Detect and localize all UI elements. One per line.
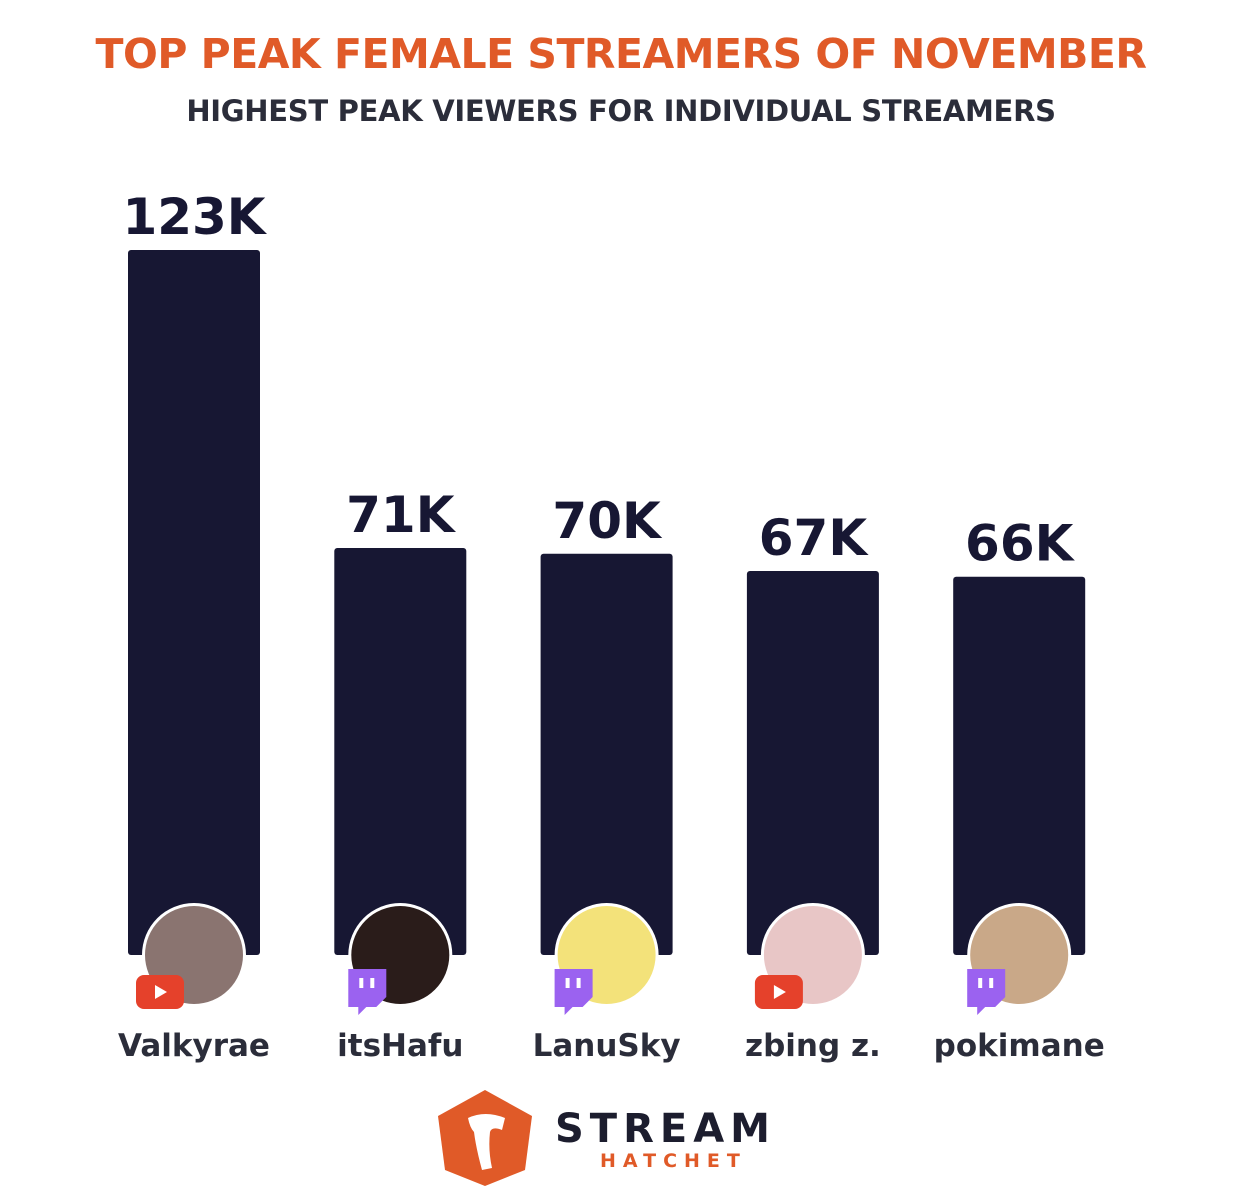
logo-word: STREAM: [555, 1106, 776, 1152]
twitch-icon: [554, 969, 593, 1015]
twitch-icon-bar: [370, 978, 375, 988]
chart-title: TOP PEAK FEMALE STREAMERS OF NOVEMBER: [95, 30, 1147, 78]
data-label: 70K: [552, 492, 663, 550]
category-label: LanuSky: [533, 1028, 681, 1064]
logo-sub: HATCHET: [600, 1150, 747, 1172]
bar-pokimane: [953, 576, 1086, 955]
data-label: 71K: [346, 486, 457, 544]
twitch-icon-bar: [359, 978, 364, 988]
category-label: Valkyrae: [118, 1028, 270, 1064]
bar-valkyrae: [128, 250, 260, 955]
data-label: 123K: [122, 188, 267, 246]
category-label: zbing z.: [745, 1028, 881, 1064]
data-label: 66K: [965, 515, 1076, 573]
twitch-icon-bar: [989, 978, 994, 988]
bar-lanusky: [540, 553, 673, 955]
bar-itshafu: [334, 548, 467, 955]
play-icon: [155, 985, 167, 999]
stream-hatchet-logo: STREAM HATCHET: [430, 1088, 830, 1188]
category-label: itsHafu: [337, 1028, 463, 1064]
twitch-icon-bar: [978, 978, 983, 988]
twitch-icon: [348, 969, 387, 1015]
twitch-icon-bar: [565, 978, 570, 988]
twitch-icon: [967, 969, 1006, 1015]
hatchet-logo-icon: [438, 1090, 532, 1186]
data-label: 67K: [759, 509, 870, 567]
category-label: pokimane: [934, 1028, 1105, 1064]
bar-zbingz: [746, 570, 879, 955]
twitch-icon-bar: [576, 978, 581, 988]
chart-subtitle: HIGHEST PEAK VIEWERS FOR INDIVIDUAL STRE…: [186, 94, 1056, 128]
play-icon: [773, 985, 786, 999]
